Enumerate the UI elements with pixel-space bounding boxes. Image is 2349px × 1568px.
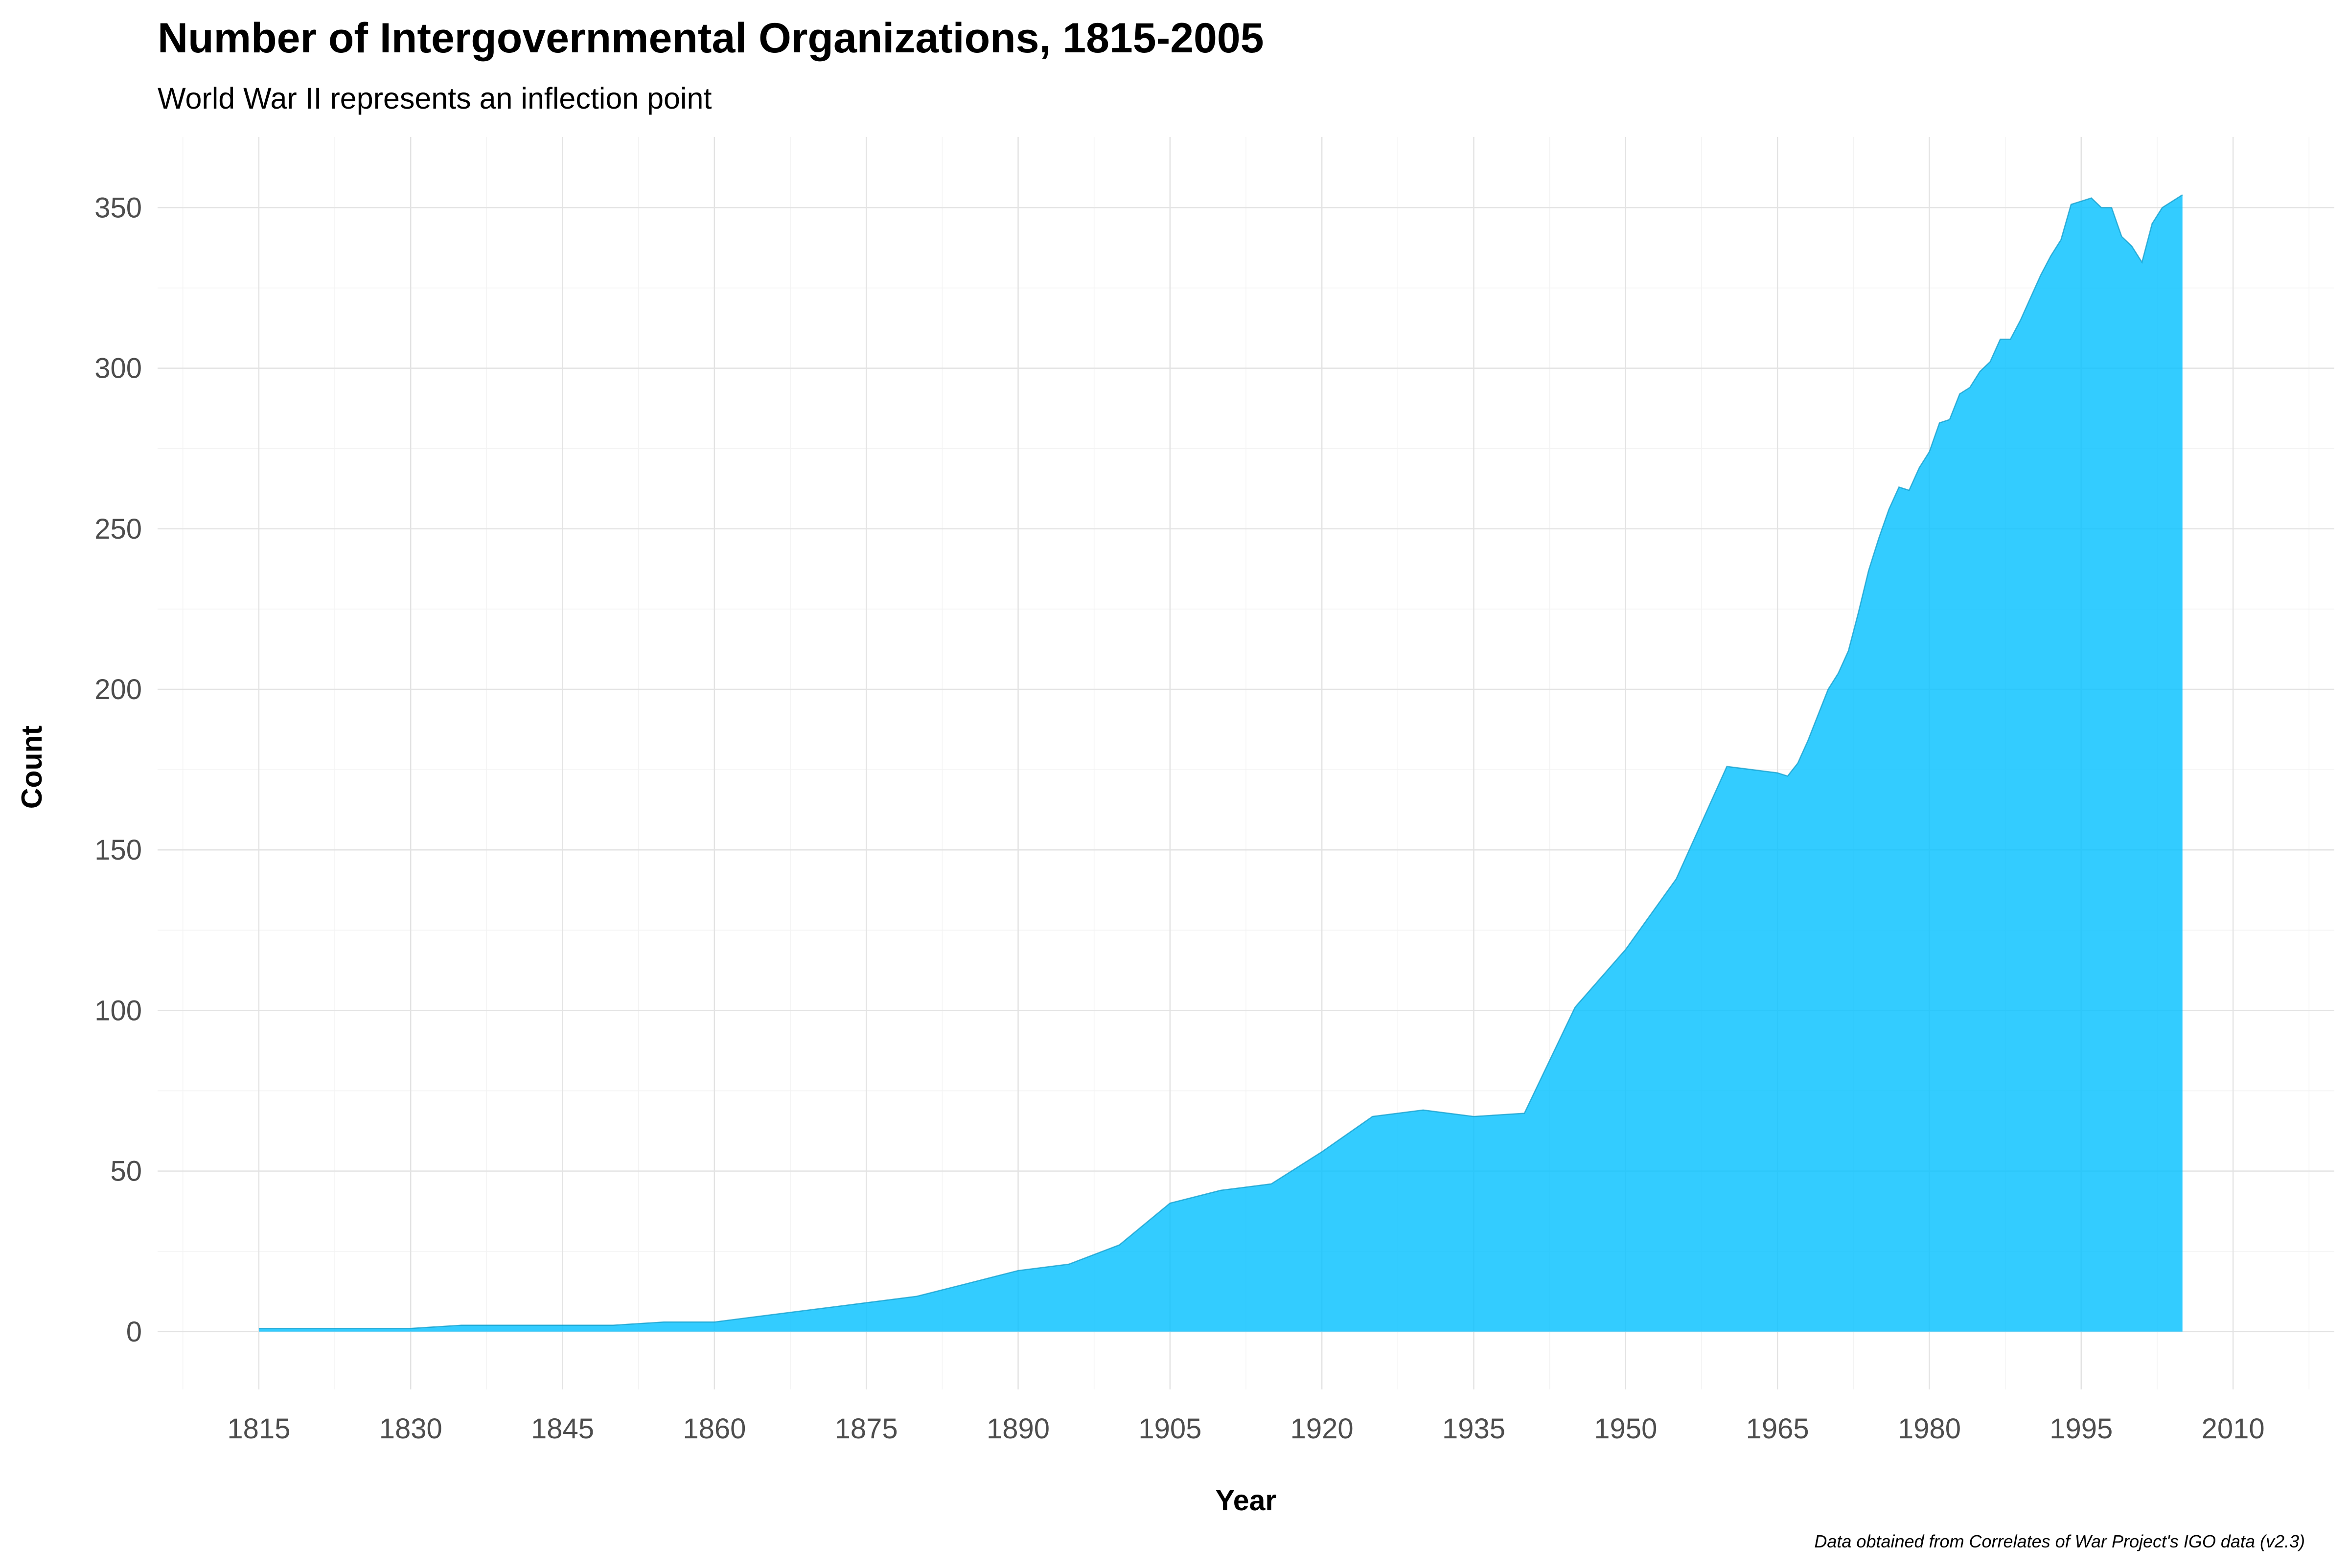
y-tick-label: 250	[94, 513, 142, 545]
y-tick-label: 300	[94, 353, 142, 385]
x-tick-label: 1830	[379, 1413, 442, 1445]
y-tick-label: 150	[94, 834, 142, 866]
x-tick-label: 1965	[1746, 1413, 1809, 1445]
y-tick-label: 0	[126, 1316, 142, 1348]
area-fill	[258, 195, 2183, 1332]
x-tick-label: 1995	[2050, 1413, 2113, 1445]
x-tick-label: 1890	[987, 1413, 1050, 1445]
y-tick-label: 50	[110, 1156, 142, 1187]
x-tick-label: 1875	[835, 1413, 898, 1445]
x-tick-label: 1860	[683, 1413, 746, 1445]
x-tick-label: 2010	[2202, 1413, 2265, 1445]
chart-caption: Data obtained from Correlates of War Pro…	[1814, 1531, 2305, 1551]
y-tick-label: 350	[94, 192, 142, 224]
x-tick-label: 1905	[1138, 1413, 1201, 1445]
series-layer	[258, 194, 2183, 1332]
x-tick-label: 1845	[531, 1413, 594, 1445]
x-tick-label: 1935	[1442, 1413, 1505, 1445]
area-outline	[258, 194, 2183, 1329]
y-axis-title: Count	[16, 726, 48, 809]
x-tick-label: 1980	[1898, 1413, 1961, 1445]
chart-title: Number of Intergovernmental Organization…	[158, 15, 1264, 62]
y-tick-label: 200	[94, 674, 142, 705]
chart-subtitle: World War II represents an inflection po…	[158, 82, 712, 115]
y-tick-label: 100	[94, 995, 142, 1026]
x-axis-title: Year	[1216, 1484, 1277, 1517]
x-tick-label: 1950	[1594, 1413, 1657, 1445]
x-tick-label: 1815	[227, 1413, 290, 1445]
tick-labels: 1815 1830 1845 1860 1875 1890 1905 1920 1935 1950…	[94, 192, 2264, 1445]
x-tick-label: 1920	[1290, 1413, 1354, 1445]
